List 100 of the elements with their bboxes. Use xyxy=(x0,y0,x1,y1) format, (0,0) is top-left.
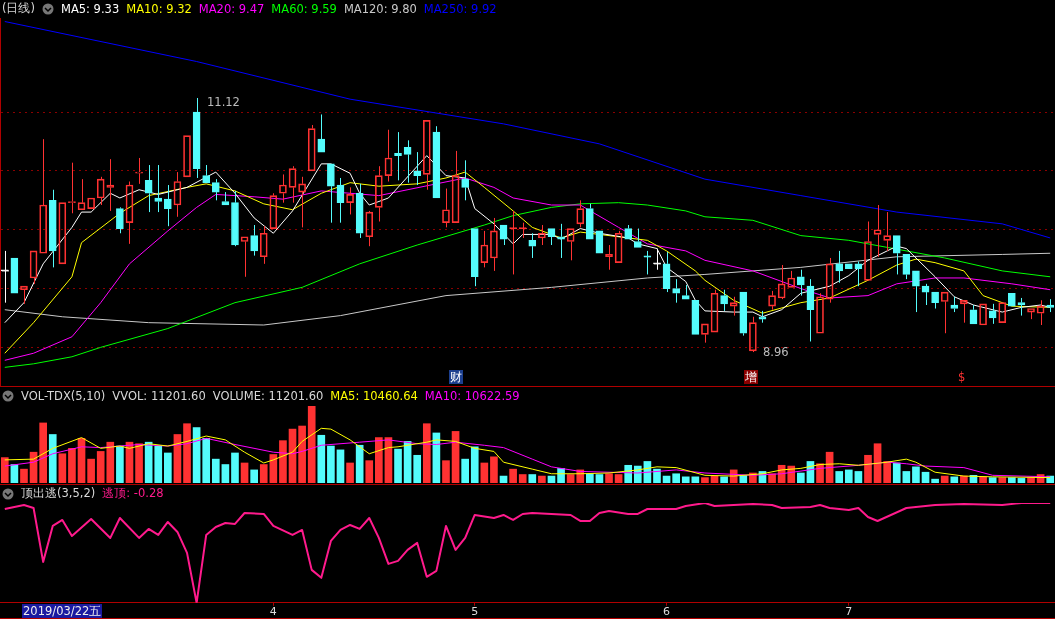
bar xyxy=(240,462,249,483)
text: MA5: 10460.64 xyxy=(330,388,418,403)
bar xyxy=(211,458,220,483)
chart-title: VOL-TDX(5,10) xyxy=(21,388,106,403)
bar xyxy=(672,473,680,483)
bar xyxy=(183,423,191,483)
bar xyxy=(883,461,891,483)
x-tick-label: 5 xyxy=(471,605,479,619)
bar xyxy=(720,476,728,483)
chart-title: 顶出逃(3,5,2) xyxy=(21,486,96,501)
candlestick xyxy=(48,189,57,268)
candlestick xyxy=(403,139,412,184)
candlestick xyxy=(902,254,911,280)
bar xyxy=(854,471,863,483)
bar xyxy=(135,443,143,483)
candlestick xyxy=(739,291,748,337)
bar xyxy=(835,471,844,483)
bar xyxy=(394,448,402,483)
bar xyxy=(605,473,613,483)
text: MA10: 10622.59 xyxy=(424,388,520,403)
bar xyxy=(116,445,124,483)
annotation: $ xyxy=(957,370,967,384)
bar xyxy=(931,478,939,483)
bar xyxy=(653,468,661,483)
bar xyxy=(202,438,211,483)
bar xyxy=(20,468,28,483)
bar xyxy=(68,448,76,483)
bar xyxy=(509,468,517,483)
bar xyxy=(422,423,431,483)
bar xyxy=(317,434,326,483)
bar xyxy=(480,462,489,483)
bar xyxy=(375,437,383,483)
bar xyxy=(307,406,316,483)
candlestick xyxy=(250,224,258,257)
bar xyxy=(231,452,239,483)
candlestick xyxy=(797,269,805,297)
bar xyxy=(250,469,258,483)
bar xyxy=(0,457,9,483)
text: MA5: 9.33 xyxy=(60,1,120,16)
bar xyxy=(538,475,546,483)
candlestick xyxy=(672,278,680,304)
bar xyxy=(365,460,374,483)
bar xyxy=(950,476,959,483)
text: 2019/03/22五 xyxy=(22,604,103,618)
candlestick xyxy=(528,232,537,259)
bar xyxy=(912,466,920,483)
bar xyxy=(461,458,469,483)
bar xyxy=(87,458,95,483)
candlestick xyxy=(969,304,978,325)
chart-title: (日线) xyxy=(2,1,35,16)
bar xyxy=(164,452,172,483)
candlestick xyxy=(547,228,556,246)
text: MA250: 9.92 xyxy=(423,1,497,16)
text: MA10: 9.32 xyxy=(126,1,192,16)
bar xyxy=(797,472,805,483)
bar xyxy=(279,440,287,483)
candlestick xyxy=(931,291,939,310)
bar xyxy=(518,474,527,483)
candlestick xyxy=(116,208,124,234)
bar xyxy=(595,474,604,483)
annotation: 8.96 xyxy=(762,345,790,359)
candlestick xyxy=(317,113,326,153)
candlestick xyxy=(835,250,844,284)
bar xyxy=(566,474,575,483)
bar xyxy=(1017,478,1026,483)
candlestick xyxy=(231,190,239,246)
bar xyxy=(39,422,47,483)
candlestick xyxy=(394,131,402,181)
bar xyxy=(298,425,306,483)
candlestick xyxy=(154,164,163,213)
candlestick xyxy=(1046,298,1055,313)
bar xyxy=(470,446,479,483)
text: MA60: 9.59 xyxy=(271,1,337,16)
text: MA20: 9.47 xyxy=(198,1,265,16)
bar xyxy=(336,449,345,483)
bar xyxy=(902,471,911,483)
bar xyxy=(681,476,690,483)
bar xyxy=(864,454,872,483)
candlestick xyxy=(144,164,153,213)
candlestick xyxy=(720,289,728,312)
text: VVOL: 11201.60 xyxy=(112,388,206,403)
bar xyxy=(988,477,997,483)
bar xyxy=(259,464,268,483)
x-tick-label: 7 xyxy=(845,605,853,619)
candlestick xyxy=(557,223,565,259)
text: VOLUME: 11201.60 xyxy=(212,388,324,403)
bar xyxy=(490,456,498,483)
x-tick-label: 4 xyxy=(269,605,277,619)
candlestick xyxy=(327,163,335,224)
bar xyxy=(614,474,623,483)
bar xyxy=(154,445,163,483)
bar xyxy=(327,445,335,483)
candlestick xyxy=(950,296,959,313)
annotation: 增 xyxy=(744,370,758,384)
series-label: 逃顶: -0.28 xyxy=(102,486,164,501)
bar xyxy=(58,453,67,483)
bar xyxy=(221,464,230,483)
bar xyxy=(442,460,450,483)
candlestick xyxy=(461,159,469,201)
bar xyxy=(940,475,949,483)
